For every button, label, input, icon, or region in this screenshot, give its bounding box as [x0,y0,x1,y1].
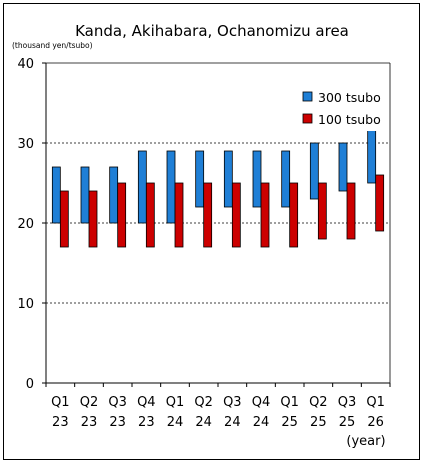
legend-label-300-tsubo: 300 tsubo [318,90,381,105]
x-tick-label-quarter: Q3 [223,395,242,410]
y-tick-label: 40 [17,57,34,72]
bar-300-tsubo [137,150,147,224]
bar-100-tsubo [174,182,184,248]
legend: 300 tsubo 100 tsubo [296,87,382,131]
y-axis-unit-label: (thousand yen/tsubo) [12,41,93,50]
chart-title: Kanda, Akihabara, Ochanomizu area [75,22,349,40]
x-axis-label: (year) [346,434,385,449]
x-tick-label-year: 24 [167,415,184,430]
bar-300-tsubo [367,126,377,184]
y-tick-label: 20 [17,217,34,232]
x-tick-label-quarter: Q2 [194,395,213,410]
x-tick-label-year: 25 [339,415,356,430]
bar-100-tsubo [88,190,98,248]
bar-100-tsubo [117,182,127,248]
bar-100-tsubo [289,182,299,248]
x-tick-label-year: 24 [195,415,212,430]
x-tick-label-quarter: Q4 [252,395,271,410]
legend-swatch-300-tsubo [302,91,313,102]
bar-100-tsubo [375,174,385,232]
y-tick-labels: 0 10 20 30 40 [17,57,34,392]
bar-300-tsubo [223,150,233,208]
x-tick-label-quarter: Q1 [51,395,70,410]
x-tick-label-quarter: Q3 [108,395,127,410]
x-tick-label-year: 23 [109,415,126,430]
x-tick-label-year: 25 [281,415,298,430]
y-tick-label: 10 [17,297,34,312]
bar-100-tsubo [59,190,69,248]
x-tick-label-quarter: Q2 [309,395,328,410]
grid-lines [46,62,390,304]
x-tick-label-quarter: Q1 [166,395,185,410]
bar-300-tsubo [252,150,262,208]
x-tick-label-year: 23 [81,415,98,430]
bar-100-tsubo [260,182,270,248]
bar-300-tsubo [281,150,291,208]
x-tick-label-quarter: Q1 [366,395,385,410]
x-tick-label-year: 23 [52,415,69,430]
bars [51,126,385,248]
x-tick-label-quarter: Q2 [80,395,99,410]
y-tick-label: 0 [26,377,34,392]
bar-300-tsubo [309,142,319,200]
bar-300-tsubo [51,166,61,224]
bar-100-tsubo [145,182,155,248]
x-tick-label-year: 25 [310,415,327,430]
x-tick-labels: Q1 23 Q2 23 Q3 23 Q4 23 Q1 24 Q2 24 Q3 24 Q4 24 Q1 25 Q2 25… [51,395,385,430]
x-tick-label-quarter: Q3 [338,395,357,410]
x-tick-label-year: 24 [224,415,241,430]
x-tick-label-year: 26 [367,415,384,430]
x-tick-label-quarter: Q1 [280,395,299,410]
x-tick-label-quarter: Q4 [137,395,156,410]
legend-swatch-100-tsubo [302,113,313,124]
bar-300-tsubo [338,142,348,192]
bar-100-tsubo [346,182,356,240]
x-tick-label-year: 23 [138,415,155,430]
axes [42,62,391,387]
bar-300-tsubo [166,150,176,224]
bar-100-tsubo [317,182,327,240]
bar-300-tsubo [80,166,90,224]
bar-300-tsubo [195,150,205,208]
bar-100-tsubo [231,182,241,248]
y-tick-label: 30 [17,137,34,152]
legend-label-100-tsubo: 100 tsubo [318,112,381,127]
x-tick-label-year: 24 [253,415,270,430]
bar-100-tsubo [203,182,213,248]
bar-300-tsubo [109,166,119,224]
